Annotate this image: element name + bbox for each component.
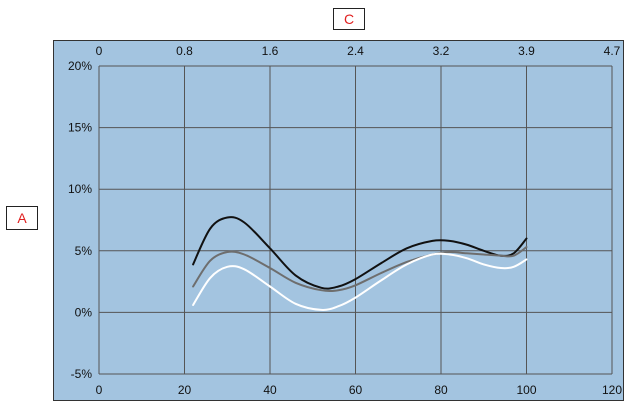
top-axis-label: C xyxy=(333,8,365,30)
x-axis-bottom-ticks: 0 20 40 60 80 100 120 xyxy=(96,383,623,397)
x2-tick-label: 0.8 xyxy=(176,44,193,58)
gridlines xyxy=(98,65,613,375)
x-tick-label: 80 xyxy=(434,383,448,397)
x-tick-label: 60 xyxy=(349,383,363,397)
y-tick-label: 0% xyxy=(75,305,93,319)
y-tick-label: 5% xyxy=(75,244,93,258)
y-tick-label: 10% xyxy=(68,182,92,196)
x-tick-label: 20 xyxy=(178,383,192,397)
x-tick-label: 0 xyxy=(96,383,103,397)
x2-tick-label: 3.9 xyxy=(518,44,535,58)
series-line-2 xyxy=(192,246,528,292)
x2-tick-label: 0 xyxy=(96,44,103,58)
x2-tick-label: 2.4 xyxy=(347,44,364,58)
series-line-1 xyxy=(192,216,528,290)
series-lines xyxy=(192,216,528,311)
series-line-3 xyxy=(192,252,528,311)
y-tick-label: 20% xyxy=(68,59,92,73)
x-tick-label: 120 xyxy=(602,383,622,397)
y-tick-label: -5% xyxy=(71,367,93,381)
x2-tick-label: 4.7 xyxy=(604,44,621,58)
y-axis-ticks: -5% 0% 5% 10% 15% 20% xyxy=(68,59,92,381)
y-tick-label: 15% xyxy=(68,121,92,135)
plot-area xyxy=(53,40,624,401)
x-tick-label: 100 xyxy=(516,383,536,397)
x2-tick-label: 1.6 xyxy=(262,44,279,58)
x-axis-top-ticks: 0 0.8 1.6 2.4 3.2 3.9 4.7 xyxy=(96,44,621,58)
y-axis-label: A xyxy=(6,206,38,230)
x2-tick-label: 3.2 xyxy=(433,44,450,58)
x-tick-label: 40 xyxy=(263,383,277,397)
